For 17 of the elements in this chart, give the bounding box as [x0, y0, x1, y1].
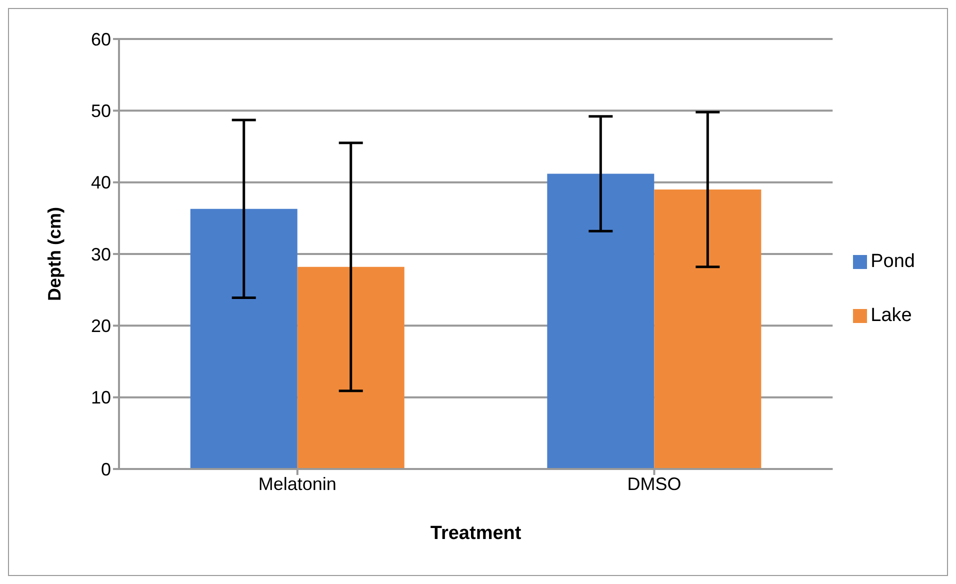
y-tick-label: 40 — [90, 172, 111, 193]
y-tick-label: 30 — [90, 244, 111, 264]
bar — [547, 174, 654, 469]
y-tick-label: 0 — [100, 459, 111, 480]
bar — [297, 266, 404, 469]
y-axis-title: Depth (cm) — [44, 206, 64, 301]
x-tick-label: Melatonin — [258, 474, 336, 494]
x-tick-label: DMSO — [627, 474, 682, 494]
bar — [654, 190, 762, 469]
y-tick-label: 50 — [90, 101, 111, 122]
y-tick-label: 10 — [90, 388, 111, 408]
x-axis-title: Treatment — [430, 523, 522, 544]
y-tick-label: 60 — [90, 29, 111, 50]
legend-label: Lake — [870, 305, 912, 326]
legend-label: Pond — [870, 251, 915, 272]
y-tick-label: 20 — [90, 316, 111, 336]
bar — [190, 208, 298, 469]
